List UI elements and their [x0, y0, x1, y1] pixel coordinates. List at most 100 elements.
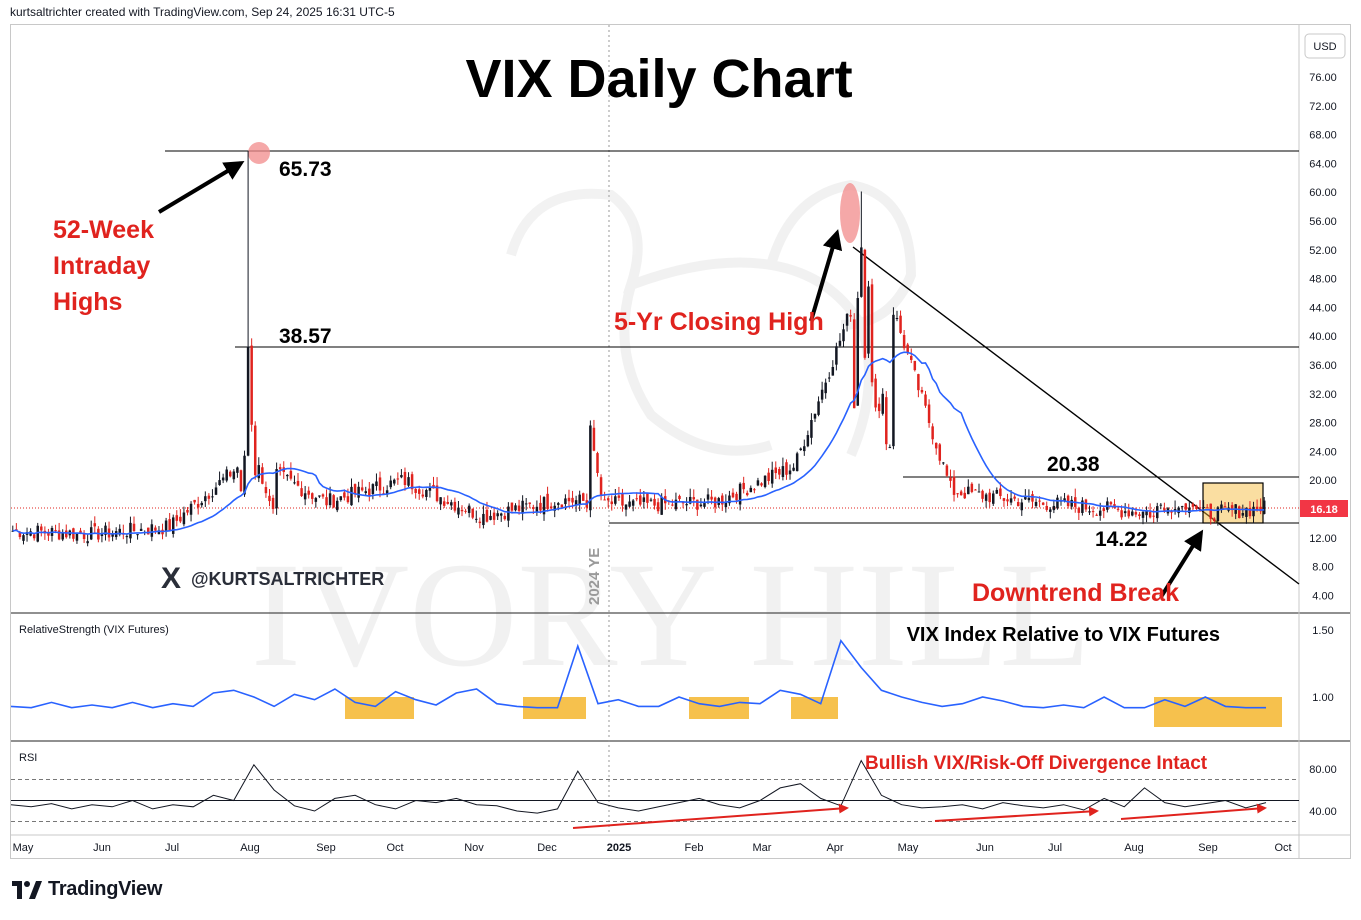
candle-body — [104, 525, 107, 535]
price-tick-label: 4.00 — [1312, 590, 1333, 602]
currency-box[interactable] — [1304, 33, 1346, 59]
candle-body — [11, 530, 15, 532]
candle-body — [1070, 499, 1073, 507]
candle-body — [760, 483, 763, 486]
candle-body — [860, 247, 863, 297]
chart-credit: kurtsaltrichter created with TradingView… — [10, 5, 395, 19]
candle-body — [1241, 513, 1245, 516]
candle-body — [688, 496, 692, 504]
candle-body — [1220, 504, 1223, 510]
candle-body — [1102, 508, 1106, 512]
candle-body — [724, 502, 728, 508]
candle-body — [100, 534, 104, 537]
candle-body — [179, 516, 182, 522]
downtrend-break-label: Downtrend Break — [972, 579, 1179, 607]
candle-body — [268, 495, 271, 502]
divergence-label: Bullish VIX/Risk-Off Divergence Intact — [865, 753, 1208, 774]
closing-high-arrow — [809, 229, 843, 322]
candle-body — [1081, 500, 1084, 513]
candle-body — [286, 474, 289, 477]
candle-body — [1031, 494, 1034, 502]
intraday-label-line-3: Highs — [53, 288, 122, 316]
candle-body — [75, 532, 79, 541]
candle-body — [592, 427, 596, 451]
tradingview-logo[interactable]: TradingView — [12, 878, 162, 901]
relative-strength-axis: 1.50 1.00 — [1312, 625, 1333, 704]
candle-body — [293, 482, 296, 484]
candle-body — [517, 505, 521, 511]
candle-body — [1052, 505, 1056, 511]
price-tick-label: 44.00 — [1309, 302, 1337, 314]
candle-body — [54, 530, 57, 532]
candle-body — [1152, 515, 1155, 517]
candle-body — [1177, 507, 1180, 514]
watermark-layer: IVORY HILL — [251, 179, 1091, 698]
time-axis[interactable]: May Jun Jul Aug Sep Oct Nov Dec 2025 Feb Mar Apr May… — [13, 842, 1292, 854]
candle-body — [749, 487, 753, 493]
candle-body — [646, 493, 649, 503]
candle-body — [806, 435, 810, 447]
consolidation-box — [1202, 482, 1264, 524]
candle-body — [678, 495, 681, 500]
candle-body — [1116, 508, 1120, 510]
candle-body — [924, 394, 927, 406]
chart-canvas[interactable]: IVORY HILL 2024 YE VIX Daily Chart USD — [11, 25, 1350, 858]
candle-body — [656, 502, 660, 512]
candle-body — [753, 489, 756, 491]
candle-body — [1223, 506, 1227, 508]
candle-body — [211, 496, 214, 498]
candle-body — [507, 506, 510, 521]
candle-body — [368, 488, 371, 496]
chart-title: VIX Daily Chart — [465, 49, 852, 109]
candle-body — [442, 501, 446, 506]
candle-body — [343, 492, 346, 498]
year-end-label: 2024 YE — [586, 548, 603, 605]
rsi-tick-label: 40.00 — [1309, 806, 1337, 818]
time-tick-label: Jul — [1048, 842, 1062, 854]
candle-body — [136, 534, 139, 536]
price-tick-label: 8.00 — [1312, 562, 1333, 574]
candle-body — [1002, 498, 1006, 501]
candle-body — [521, 500, 524, 514]
candle-body — [810, 420, 813, 438]
candle-body — [1259, 506, 1262, 512]
candle-body — [546, 493, 549, 509]
candle-body — [492, 512, 496, 520]
candle-body — [1262, 500, 1266, 514]
candle-body — [624, 504, 628, 510]
candle-body — [385, 490, 389, 495]
candle-body — [735, 493, 738, 501]
candle-body — [635, 498, 638, 500]
candle-body — [296, 480, 300, 486]
candle-body — [703, 502, 706, 507]
candle-body — [1148, 511, 1152, 518]
candle-body — [1238, 506, 1241, 519]
candle-body — [927, 404, 931, 423]
candle-body — [674, 499, 678, 510]
candle-body — [1184, 503, 1188, 510]
last-price-badge — [1300, 500, 1348, 517]
candle-body — [154, 527, 157, 531]
candle-body — [852, 319, 856, 409]
candle-body — [535, 506, 539, 513]
candle-body — [660, 496, 663, 515]
candle-body — [824, 382, 827, 394]
price-tick-label: 64.00 — [1309, 158, 1337, 170]
rs-highlight-zone — [689, 697, 749, 719]
candle-body — [339, 496, 343, 501]
price-axis[interactable]: 76.00 72.00 68.00 64.00 60.00 56.00 52.00 48.00… — [1309, 72, 1337, 602]
candle-body — [503, 515, 507, 520]
candle-body — [956, 493, 959, 495]
candle-body — [849, 315, 852, 317]
candle-body — [1173, 509, 1177, 511]
candle-body — [65, 530, 68, 538]
candle-body — [621, 493, 624, 506]
rs-highlight-zone — [1154, 697, 1282, 727]
candle-body — [489, 515, 492, 520]
candle-body — [1013, 496, 1016, 499]
candle-body — [988, 492, 991, 503]
candle-body — [396, 478, 400, 480]
candle-body — [639, 495, 642, 505]
candle-body — [232, 471, 236, 480]
candle-body — [1095, 514, 1098, 516]
